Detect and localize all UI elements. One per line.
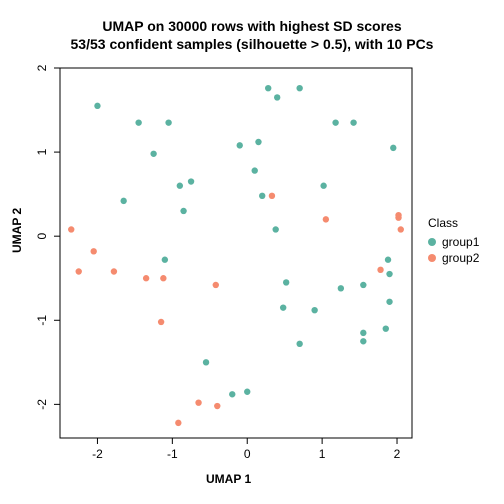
data-point xyxy=(255,139,261,145)
data-point xyxy=(188,178,194,184)
data-point xyxy=(259,193,265,199)
data-point xyxy=(68,226,74,232)
data-point xyxy=(385,257,391,263)
data-point xyxy=(111,268,117,274)
data-point xyxy=(296,341,302,347)
data-point xyxy=(175,420,181,426)
umap-scatter-chart: UMAP on 30000 rows with highest SD score… xyxy=(0,0,504,504)
data-point xyxy=(390,145,396,151)
legend-item: group1 xyxy=(428,234,479,250)
data-point xyxy=(237,142,243,148)
data-point xyxy=(320,183,326,189)
legend-swatch xyxy=(428,238,436,246)
data-point xyxy=(158,319,164,325)
data-point xyxy=(350,119,356,125)
svg-text:-1: -1 xyxy=(35,315,49,326)
svg-text:0: 0 xyxy=(35,233,49,240)
data-point xyxy=(229,391,235,397)
svg-text:-2: -2 xyxy=(92,447,103,461)
data-point xyxy=(150,151,156,157)
data-point xyxy=(177,183,183,189)
data-point xyxy=(94,103,100,109)
data-point xyxy=(203,359,209,365)
chart-title-line1: UMAP on 30000 rows with highest SD score… xyxy=(0,18,504,34)
data-point xyxy=(332,119,338,125)
data-point xyxy=(76,268,82,274)
data-point xyxy=(323,216,329,222)
data-point xyxy=(165,119,171,125)
y-axis-label: UMAP 2 xyxy=(10,208,24,253)
legend-label: group2 xyxy=(442,251,479,265)
data-point xyxy=(398,226,404,232)
legend-label: group1 xyxy=(442,235,479,249)
data-point xyxy=(338,285,344,291)
data-point xyxy=(160,275,166,281)
data-point xyxy=(195,399,201,405)
svg-text:0: 0 xyxy=(244,447,251,461)
legend: Class group1 group2 xyxy=(428,216,479,266)
data-point xyxy=(311,307,317,313)
data-point xyxy=(120,198,126,204)
data-point xyxy=(135,119,141,125)
data-point xyxy=(213,282,219,288)
data-point xyxy=(265,85,271,91)
data-point xyxy=(360,338,366,344)
chart-title-line2: 53/53 confident samples (silhouette > 0.… xyxy=(0,36,504,52)
data-point xyxy=(214,403,220,409)
data-point xyxy=(272,226,278,232)
svg-text:1: 1 xyxy=(35,148,49,155)
legend-swatch xyxy=(428,254,436,262)
data-point xyxy=(383,325,389,331)
svg-text:-1: -1 xyxy=(167,447,178,461)
data-point xyxy=(269,193,275,199)
data-point xyxy=(252,167,258,173)
svg-text:-2: -2 xyxy=(35,399,49,410)
data-point xyxy=(143,275,149,281)
data-point xyxy=(296,85,302,91)
data-point xyxy=(180,208,186,214)
data-point xyxy=(377,267,383,273)
data-point xyxy=(274,94,280,100)
data-point xyxy=(386,299,392,305)
data-point xyxy=(280,304,286,310)
legend-item: group2 xyxy=(428,250,479,266)
svg-text:1: 1 xyxy=(319,447,326,461)
data-point xyxy=(91,248,97,254)
data-point xyxy=(360,330,366,336)
data-point xyxy=(244,389,250,395)
data-point xyxy=(360,282,366,288)
svg-text:2: 2 xyxy=(394,447,401,461)
data-point xyxy=(395,214,401,220)
data-point xyxy=(386,271,392,277)
svg-text:2: 2 xyxy=(35,64,49,71)
x-axis-label: UMAP 1 xyxy=(206,472,251,486)
legend-title: Class xyxy=(428,216,479,230)
data-point xyxy=(162,257,168,263)
plot-border xyxy=(60,68,412,438)
data-point xyxy=(283,279,289,285)
